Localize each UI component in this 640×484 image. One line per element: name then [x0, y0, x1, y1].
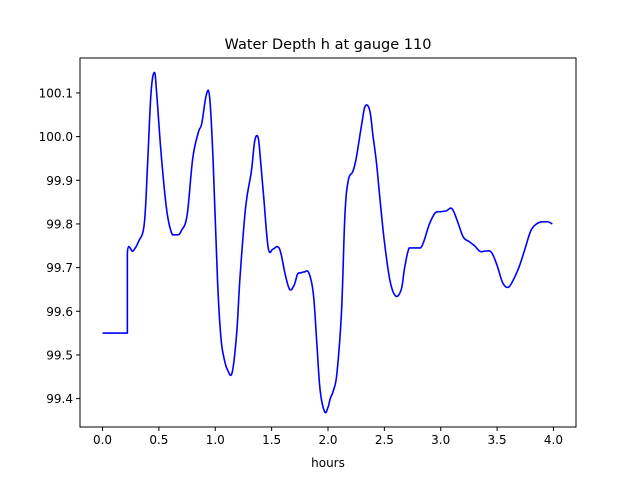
x-tick-label: 3.5: [488, 433, 507, 447]
y-tick-label: 99.8: [46, 217, 73, 231]
y-tick-label: 99.9: [46, 174, 73, 188]
x-axis-label: hours: [311, 456, 345, 470]
y-axis-ticks: 99.4 99.5 99.6 99.7 99.8 99.9 100.0 100.1: [39, 86, 80, 406]
x-tick-label: 3.0: [431, 433, 450, 447]
x-tick-label: 2.0: [318, 433, 337, 447]
x-tick-label: 0.0: [93, 433, 112, 447]
x-tick-label: 2.5: [375, 433, 394, 447]
x-tick-label: 4.0: [544, 433, 563, 447]
x-tick-label: 1.0: [206, 433, 225, 447]
y-tick-label: 99.6: [46, 305, 73, 319]
y-tick-label: 99.5: [46, 348, 73, 362]
plot-area: [102, 71, 553, 414]
chart-title: Water Depth h at gauge 110: [225, 37, 432, 53]
y-tick-label: 99.4: [46, 392, 73, 406]
plot-frame: [79, 57, 577, 428]
series-line: [102, 71, 553, 414]
y-tick-label: 99.7: [46, 261, 73, 275]
y-tick-label: 100.1: [39, 86, 73, 100]
x-tick-label: 1.5: [262, 433, 281, 447]
y-tick-label: 100.0: [39, 130, 73, 144]
x-axis-ticks: 0.0 0.5 1.0 1.5 2.0 2.5 3.0 3.5 4.0: [93, 427, 563, 447]
x-tick-label: 0.5: [149, 433, 168, 447]
